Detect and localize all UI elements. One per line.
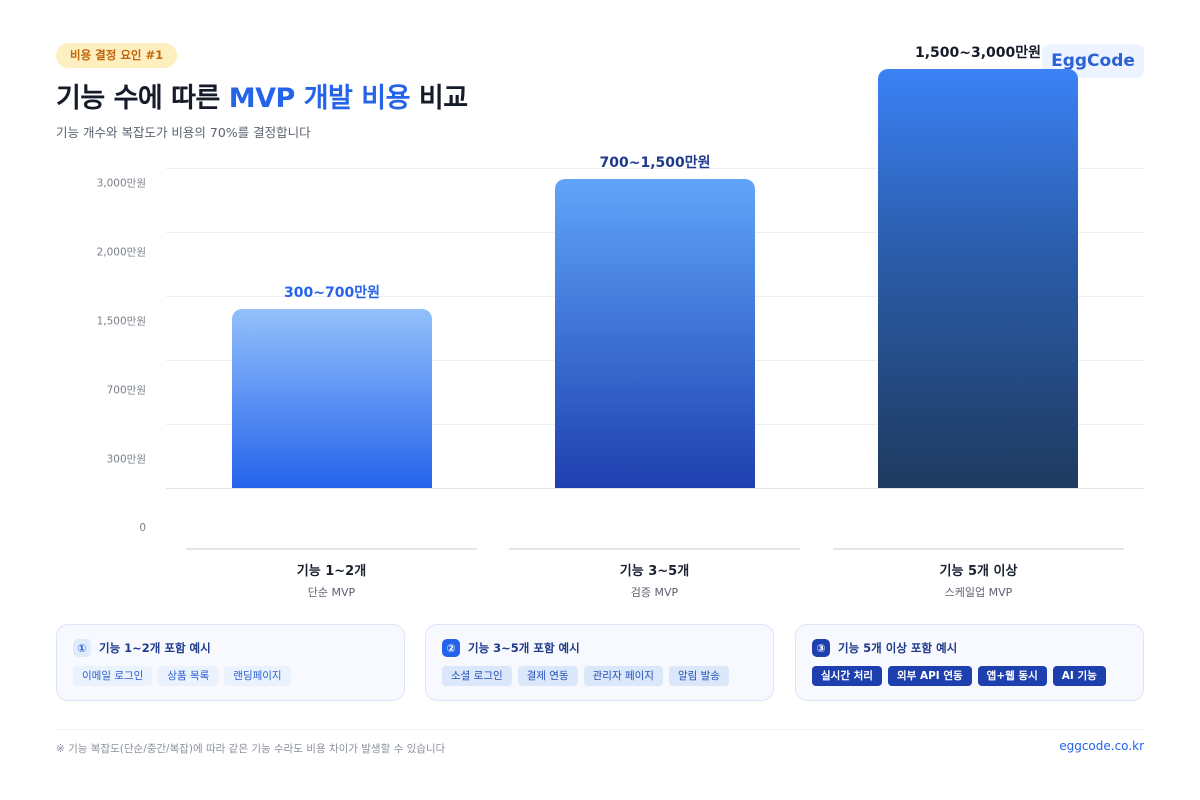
page-title: 기능 수에 따른 MVP 개발 비용 비교 [56, 76, 468, 115]
card-title: 기능 5개 이상 포함 예시 [838, 641, 958, 655]
feature-tag: 랜딩페이지 [224, 666, 291, 686]
feature-tag: 이메일 로그인 [73, 666, 153, 686]
number-badge-icon: ② [442, 639, 460, 657]
baseline [166, 488, 1144, 489]
category-badge: 비용 결정 요인 #1 [56, 43, 178, 68]
x-axis-segment [833, 548, 1124, 550]
number-badge-icon: ① [73, 639, 91, 657]
feature-tag: AI 기능 [1052, 666, 1106, 686]
bar-scaleup-mvp [878, 69, 1078, 488]
card-title: 기능 1~2개 포함 예시 [99, 641, 211, 655]
example-card-3: ③ 기능 5개 이상 포함 예시 실시간 처리 외부 API 연동 앱+웹 동시… [795, 624, 1144, 701]
page-subtitle: 기능 개수와 복잡도가 비용의 70%를 결정합니다 [56, 125, 311, 140]
title-prefix: 기능 수에 따른 [56, 83, 229, 114]
title-suffix: 비교 [409, 83, 468, 114]
feature-tag: 알림 발송 [668, 666, 729, 686]
feature-tag: 앱+웹 동시 [977, 666, 1047, 686]
x-category: 기능 5개 이상 스케일업 MVP [833, 560, 1124, 600]
x-category-sublabel: 스케일업 MVP [944, 586, 1013, 599]
x-category-label: 기능 5개 이상 [939, 564, 1018, 579]
y-tick-label: 1,500만원 [96, 315, 146, 328]
y-tick-label: 300만원 [106, 453, 146, 466]
gridline [166, 168, 1144, 169]
y-tick-label: 700만원 [106, 384, 146, 397]
bar-validation-mvp [555, 179, 755, 488]
number-badge-icon: ③ [812, 639, 830, 657]
bar-simple-mvp [232, 309, 432, 488]
y-tick-label: 2,000만원 [96, 246, 146, 259]
feature-tag: 실시간 처리 [812, 666, 882, 686]
y-tick-label: 0 [139, 522, 146, 534]
x-axis-segment [509, 548, 800, 550]
feature-tag: 외부 API 연동 [887, 666, 972, 686]
footer-divider [56, 729, 1144, 730]
x-category-label: 기능 3~5개 [619, 564, 690, 579]
x-category-label: 기능 1~2개 [296, 564, 367, 579]
feature-tag: 관리자 페이지 [583, 666, 663, 686]
feature-tag: 결제 연동 [517, 666, 578, 686]
feature-tag: 상품 목록 [158, 666, 219, 686]
bar-value-label: 300~700만원 [284, 285, 380, 301]
x-category: 기능 1~2개 단순 MVP [186, 560, 477, 600]
example-card-2: ② 기능 3~5개 포함 예시 소셜 로그인 결제 연동 관리자 페이지 알림 … [425, 624, 774, 701]
x-category-sublabel: 검증 MVP [630, 586, 679, 599]
example-card-1: ① 기능 1~2개 포함 예시 이메일 로그인 상품 목록 랜딩페이지 [56, 624, 405, 701]
bar-value-label: 1,500~3,000만원 [914, 45, 1042, 61]
title-accent: MVP 개발 비용 [228, 83, 411, 114]
x-category: 기능 3~5개 검증 MVP [509, 560, 800, 600]
footnote: ※ 기능 복잡도(단순/중간/복잡)에 따라 같은 기능 수라도 비용 차이가 … [56, 743, 446, 755]
card-title: 기능 3~5개 포함 예시 [468, 641, 580, 655]
y-tick-label: 3,000만원 [96, 177, 146, 190]
website-link[interactable]: eggcode.co.kr [1059, 739, 1144, 753]
x-category-sublabel: 단순 MVP [307, 586, 356, 599]
bar-value-label: 700~1,500만원 [599, 155, 711, 171]
feature-tag: 소셜 로그인 [442, 666, 512, 686]
x-axis-segment [186, 548, 477, 550]
